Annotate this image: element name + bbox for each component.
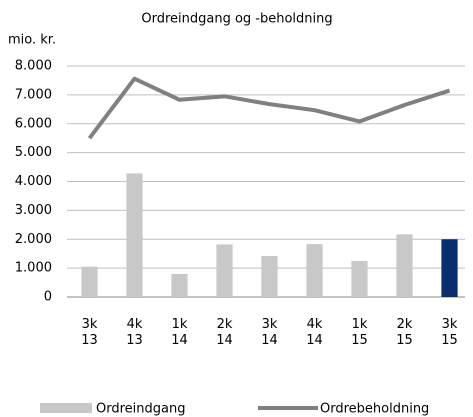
- x-tick-label-line: 15: [441, 333, 458, 348]
- x-tick-label-line: 3k: [82, 317, 98, 332]
- bar: [171, 273, 188, 297]
- x-tick-label: 4k 14: [306, 317, 323, 348]
- x-tick-label-line: 3k: [262, 317, 278, 332]
- x-tick-label-line: 13: [126, 333, 143, 348]
- x-tick-label: 3k 14: [261, 317, 278, 348]
- x-tick-label-line: 4k: [307, 317, 323, 332]
- y-tick-label: 5.000: [15, 145, 52, 160]
- x-tick-label: 3k 13: [81, 317, 98, 348]
- x-tick-label-line: 14: [306, 333, 323, 348]
- bar: [441, 239, 458, 297]
- x-tick-label-line: 15: [396, 333, 413, 348]
- x-tick-label-line: 1k: [352, 317, 368, 332]
- y-tick-label: 7.000: [15, 87, 52, 102]
- chart-title: Ordreindgang og -beholdning: [141, 12, 332, 27]
- x-tick-label-line: 14: [261, 333, 278, 348]
- x-tick-label-line: 14: [216, 333, 233, 348]
- y-tick-label: 4.000: [15, 174, 52, 189]
- line: [87, 76, 451, 140]
- legend-label: Ordrebeholdning: [320, 402, 429, 417]
- x-tick-label-line: 2k: [397, 317, 413, 332]
- x-tick-label: 1k 15: [351, 317, 368, 348]
- x-tick-label-line: 13: [81, 333, 98, 348]
- x-tick-label-line: 4k: [127, 317, 143, 332]
- x-tick-label: 2k 15: [396, 317, 413, 348]
- y-tick-label: 1.000: [15, 261, 52, 276]
- x-tick-label: 1k 14: [171, 317, 188, 348]
- y-tick-label: 6.000: [15, 116, 52, 131]
- legend-label: Ordreindgang: [96, 402, 185, 417]
- bar: [126, 173, 143, 297]
- y-tick-label: 2.000: [15, 232, 52, 247]
- x-tick-label: 2k 14: [216, 317, 233, 348]
- x-tick-label-line: 2k: [217, 317, 233, 332]
- bar: [216, 244, 233, 297]
- y-tick-label: 3.000: [15, 203, 52, 218]
- bar: [351, 260, 368, 297]
- bar: [306, 244, 323, 297]
- x-tick-label-line: 1k: [172, 317, 188, 332]
- x-tick-label-line: 15: [351, 333, 368, 348]
- x-tick-label-line: 14: [171, 333, 188, 348]
- legend-swatch: [40, 403, 92, 413]
- bar: [396, 234, 413, 297]
- x-tick-label-line: 3k: [442, 317, 458, 332]
- bar: [261, 255, 278, 297]
- y-axis-label: mio. kr.: [8, 33, 56, 48]
- bar: [81, 266, 98, 297]
- x-tick-label: 4k 13: [126, 317, 143, 348]
- x-tick-label: 3k 15: [441, 317, 458, 348]
- y-tick-label: 0: [44, 290, 52, 305]
- y-tick-label: 8.000: [15, 59, 52, 74]
